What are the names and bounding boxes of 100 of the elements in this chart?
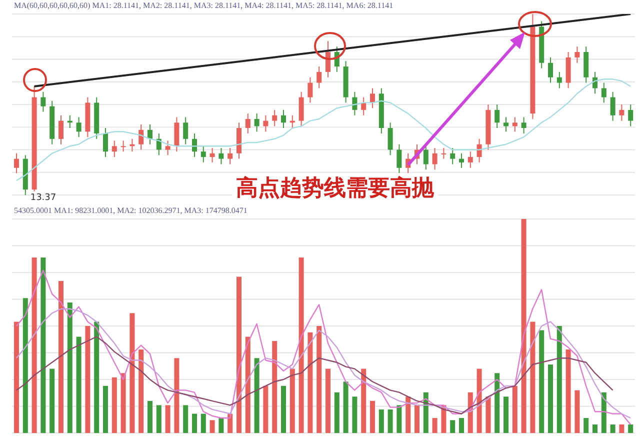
candlestick — [574, 46, 580, 64]
bar — [592, 424, 598, 433]
candlestick — [210, 147, 215, 163]
bar — [494, 373, 500, 433]
candlestick — [556, 71, 562, 89]
bar — [396, 405, 402, 433]
bar — [112, 377, 117, 433]
text: MA(60,60,60,60,60,60) MA1: 28.1141, MA2: 28.1141, MA3: 28.1141, MA4: 28.1141, MA5: 28.1141, MA6: 28.1141 — [14, 1, 394, 10]
annotation: 13.37 — [30, 193, 56, 204]
bar — [539, 330, 544, 433]
candlestick — [272, 109, 278, 127]
candlestick — [156, 132, 162, 156]
bar — [228, 414, 233, 433]
bar — [76, 336, 82, 433]
bar — [32, 258, 37, 433]
candlestick — [254, 113, 260, 132]
bar — [130, 313, 135, 433]
bar — [103, 386, 108, 433]
bar — [486, 396, 491, 433]
candlestick — [228, 147, 233, 165]
bar — [298, 258, 304, 433]
bar — [343, 382, 348, 433]
bar — [388, 409, 393, 433]
bar — [610, 424, 616, 433]
bar — [210, 420, 215, 433]
candlestick — [548, 56, 553, 84]
candlestick — [601, 82, 606, 104]
bar — [566, 350, 571, 433]
bar — [476, 368, 482, 433]
candlestick — [138, 124, 144, 150]
candlestick — [14, 152, 19, 174]
bar — [432, 418, 438, 433]
bar — [459, 418, 464, 433]
candlestick — [316, 66, 322, 89]
candlestick — [396, 144, 402, 174]
bar — [200, 414, 206, 433]
bar — [183, 405, 188, 433]
bar — [414, 405, 420, 433]
candlestick — [120, 140, 126, 152]
bar — [504, 396, 508, 433]
bar — [334, 392, 340, 433]
bar — [14, 322, 19, 433]
candlestick — [298, 91, 304, 127]
candlestick — [521, 116, 526, 134]
bar — [361, 368, 366, 433]
bar — [85, 326, 90, 433]
candlestick — [40, 91, 46, 112]
candlestick — [218, 147, 224, 165]
bar — [556, 326, 562, 433]
bar — [148, 400, 152, 433]
bar — [58, 281, 64, 433]
candlestick — [308, 76, 313, 104]
candlestick — [610, 91, 616, 122]
bar — [236, 276, 242, 433]
bar — [316, 326, 322, 433]
candlestick — [423, 144, 428, 170]
candlestick — [148, 124, 152, 145]
bar — [138, 350, 144, 433]
candlestick — [388, 122, 393, 156]
candlestick — [619, 104, 624, 122]
bar — [406, 396, 411, 433]
bar — [619, 424, 624, 433]
candlestick — [281, 109, 286, 129]
bar — [218, 418, 224, 433]
bar — [67, 302, 72, 433]
bar — [192, 414, 197, 433]
bar — [601, 392, 606, 433]
bar — [308, 332, 313, 433]
candlestick — [326, 40, 330, 78]
candlestick — [183, 116, 188, 145]
bar — [512, 386, 518, 433]
bar — [40, 258, 46, 433]
bar — [326, 368, 330, 433]
bar — [574, 390, 580, 433]
bar — [22, 298, 28, 433]
candlestick — [192, 132, 197, 158]
candlestick — [441, 147, 446, 160]
candlestick — [512, 116, 518, 132]
bar — [263, 386, 268, 433]
bar — [521, 219, 526, 433]
annotation: 高点趋势线需要高抛 — [232, 173, 438, 203]
candlestick — [174, 116, 180, 152]
bar — [245, 336, 250, 433]
bar — [378, 409, 384, 433]
bar — [628, 424, 634, 433]
candlestick — [628, 104, 634, 127]
candlestick — [76, 116, 82, 138]
bar — [281, 386, 286, 433]
candlestick — [432, 147, 438, 170]
bar — [352, 396, 358, 433]
bar — [584, 418, 589, 433]
candlestick — [504, 116, 508, 132]
candlestick — [459, 152, 464, 168]
bar — [370, 400, 375, 433]
bar — [450, 420, 456, 433]
candlestick — [494, 104, 500, 129]
bar — [548, 364, 553, 433]
bar — [156, 405, 162, 433]
bar — [50, 368, 55, 433]
text: 54305.0001 MA1: 98231.0001, MA2: 102036.2971, MA3: 174798.0471 — [14, 206, 248, 215]
